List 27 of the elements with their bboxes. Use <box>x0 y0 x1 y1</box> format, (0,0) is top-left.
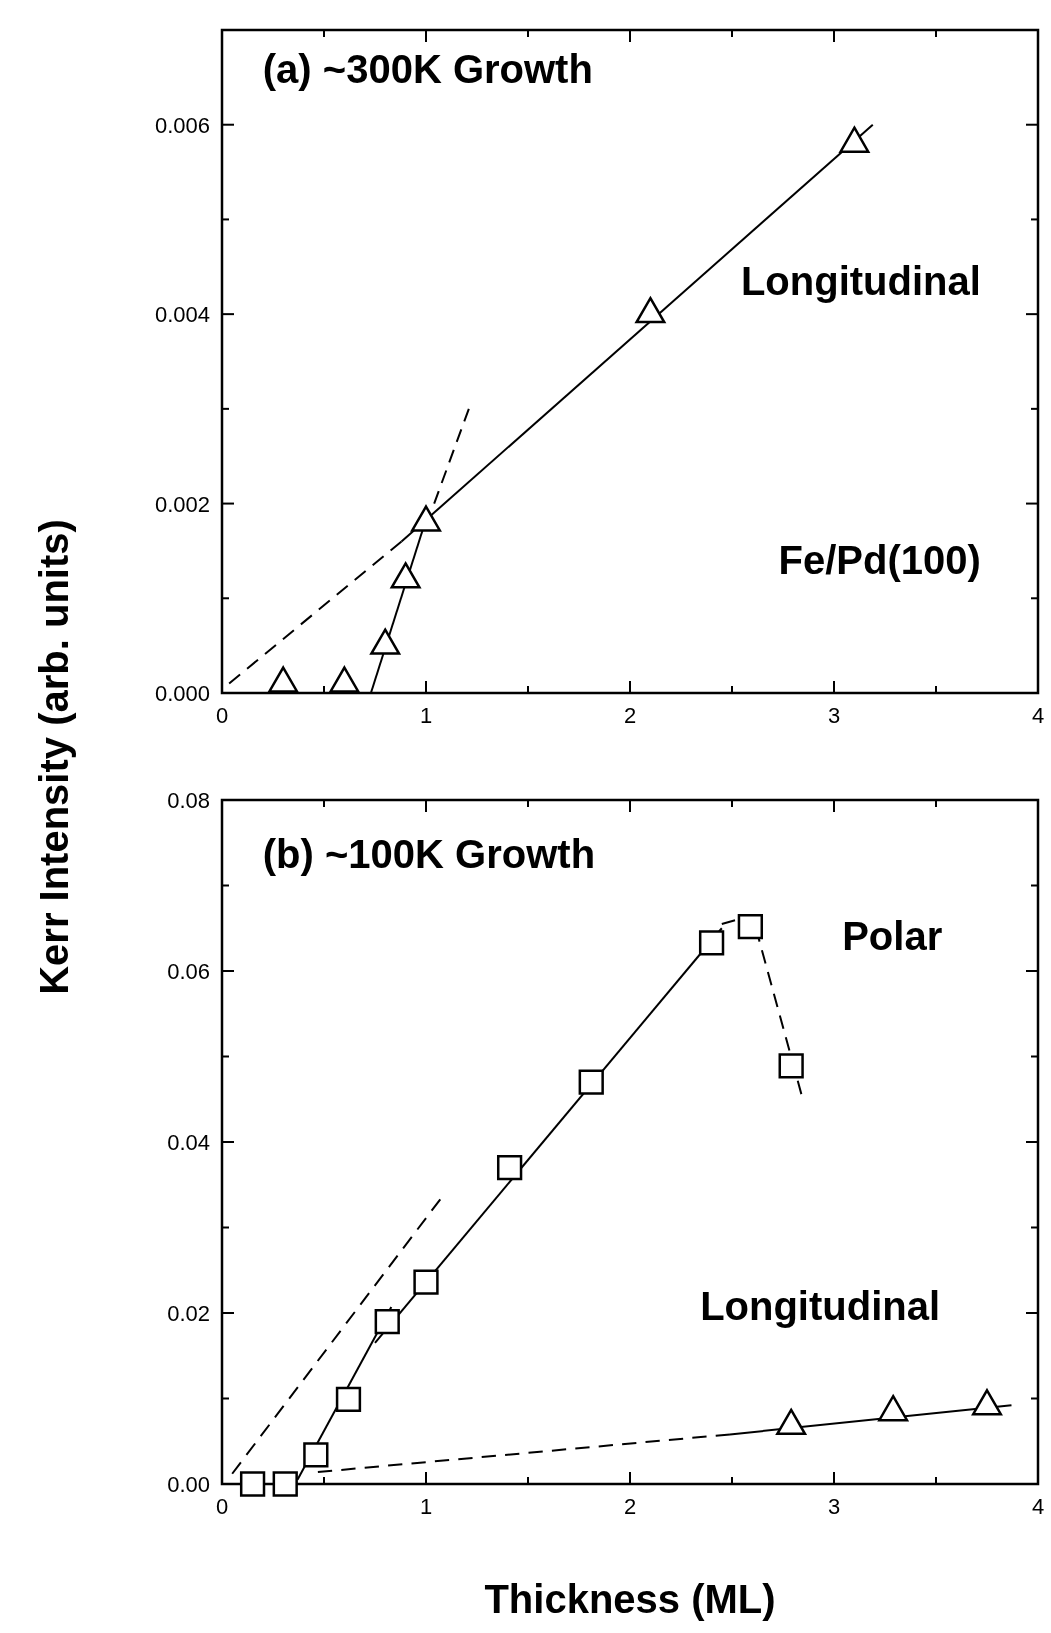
y-tick-label: 0.004 <box>154 302 210 328</box>
y-tick-label: 0.08 <box>167 788 210 813</box>
y-tick-label: 0.002 <box>154 491 210 517</box>
text: 0.000 <box>154 681 210 706</box>
annotation: Fe/Pd(100) <box>778 537 981 582</box>
annotation: Longitudinal <box>700 1283 941 1328</box>
y-tick-label: 0.04 <box>167 1130 210 1155</box>
y-tick-label: 0.00 <box>167 1472 210 1497</box>
x-tick-label: 4 <box>1031 703 1045 728</box>
y-axis-title: Kerr Intensity (arb. units) <box>32 519 76 995</box>
x-tick-label: 1 <box>419 703 433 728</box>
x-tick-label: 4 <box>1031 1494 1045 1519</box>
x-tick-label: 2 <box>623 703 637 728</box>
x-tick-label: 1 <box>419 1494 433 1519</box>
x-tick-label: 2 <box>623 1494 637 1519</box>
x-tick-label: 3 <box>827 703 841 728</box>
annotation: (b) ~100K Growth <box>262 832 596 877</box>
y-tick-label: 0.02 <box>167 1301 210 1326</box>
annotation: Longitudinal <box>740 259 981 304</box>
y-tick-label: 0.06 <box>167 959 210 984</box>
y-tick-label: 0.006 <box>154 112 210 138</box>
annotation: Polar <box>842 914 943 959</box>
x-tick-label: 0 <box>215 703 229 728</box>
x-tick-label: 3 <box>827 1494 841 1519</box>
x-axis-title: Thickness (ML) <box>484 1577 776 1621</box>
annotation: (a) ~300K Growth <box>262 47 593 92</box>
x-tick-label: 0 <box>215 1494 229 1519</box>
